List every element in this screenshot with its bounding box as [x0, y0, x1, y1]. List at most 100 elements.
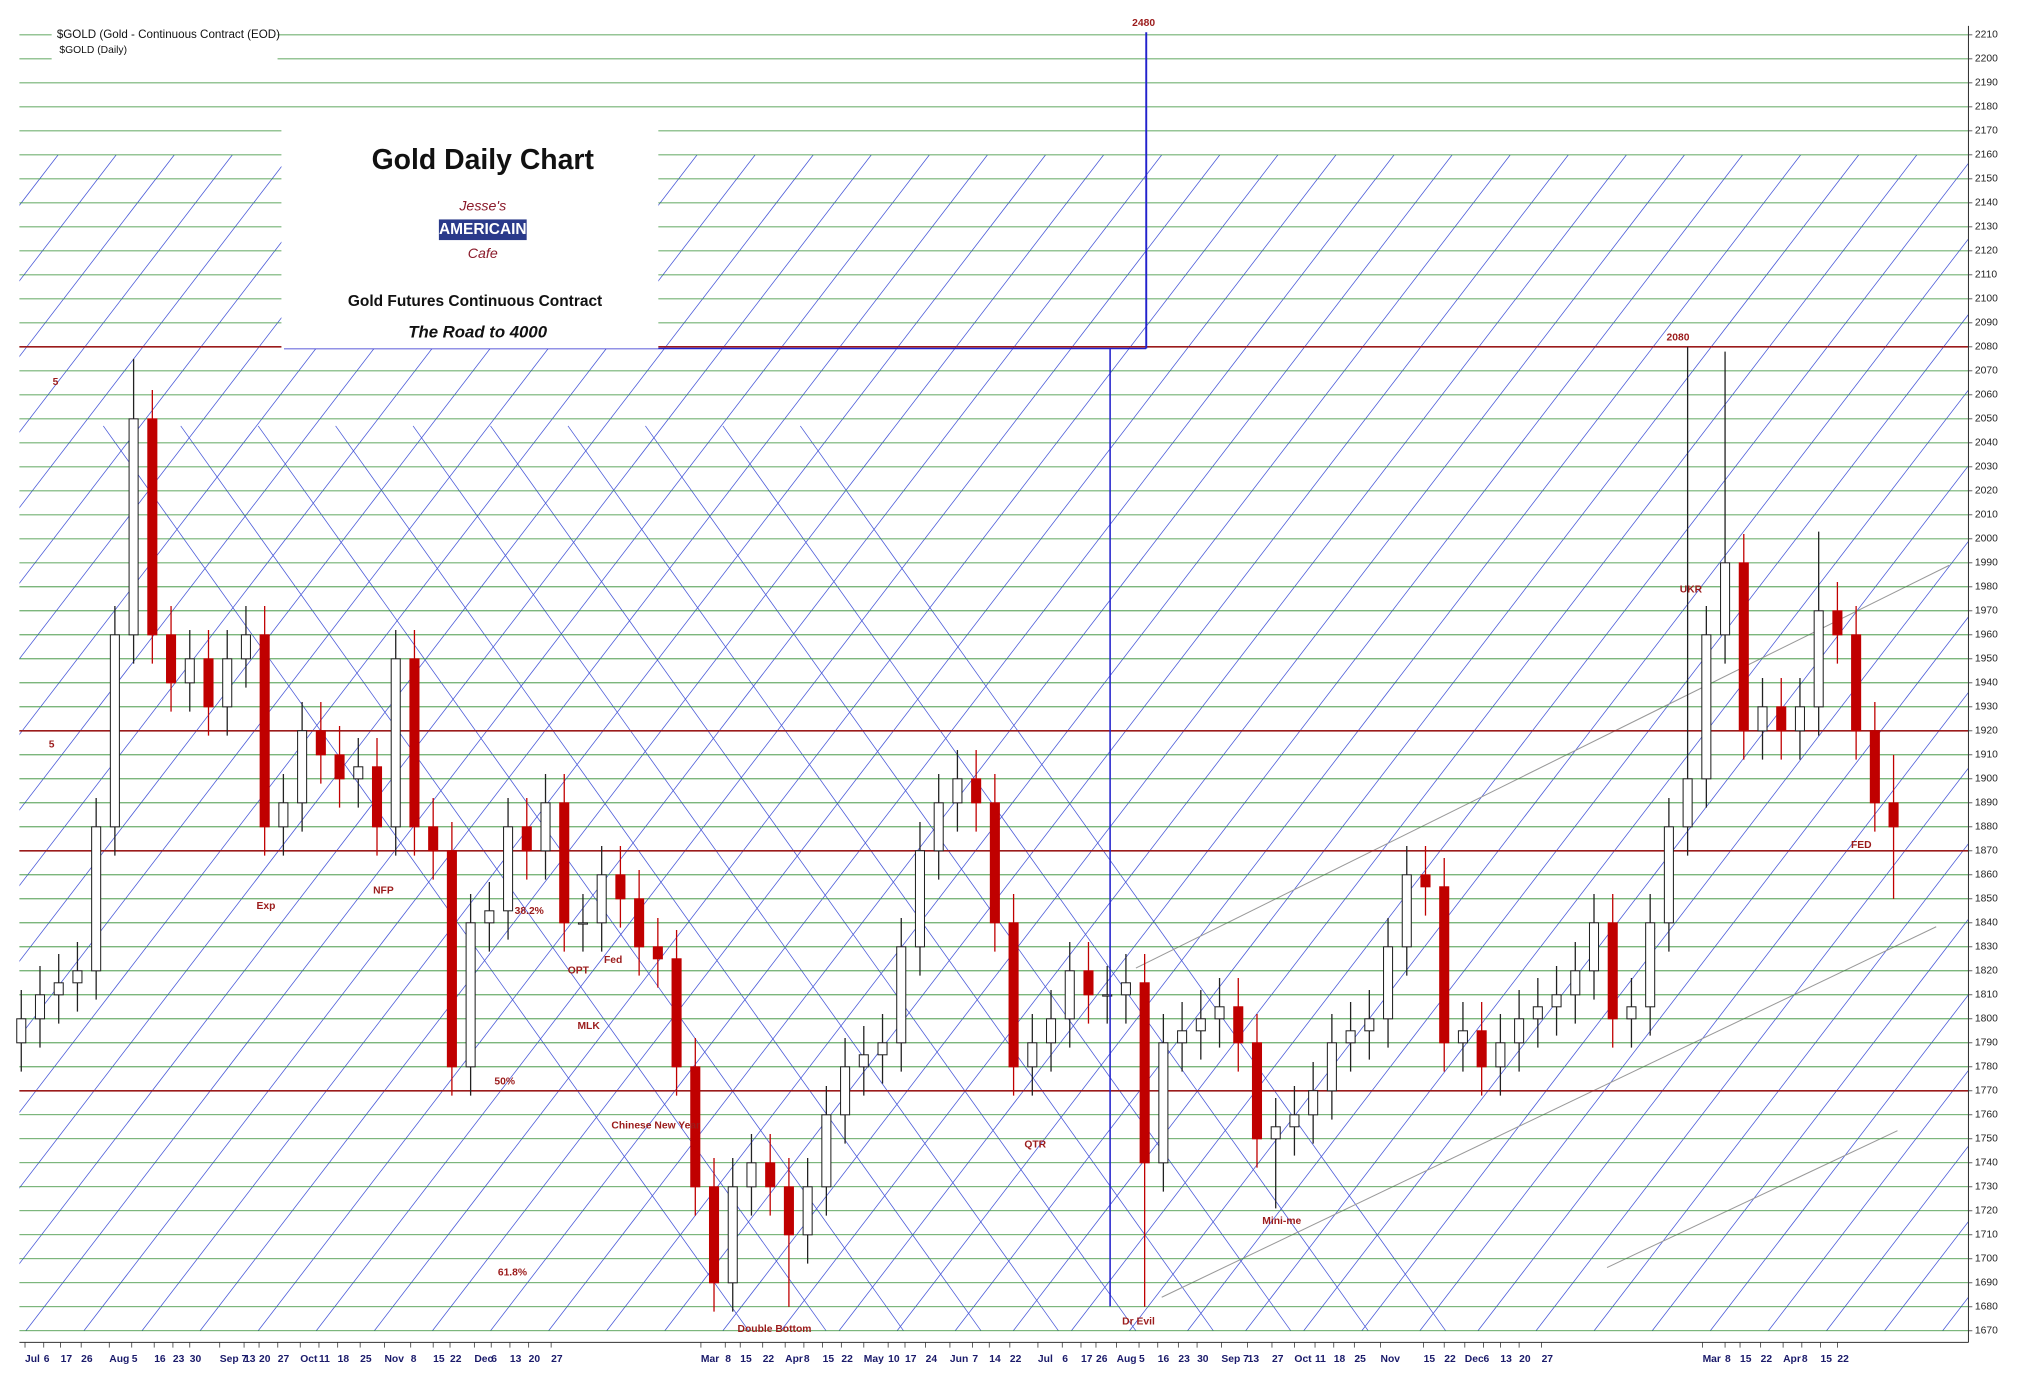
candle-body	[203, 658, 214, 708]
candle-body	[1177, 1030, 1188, 1044]
trend-line	[1593, 842, 1969, 1332]
trend-line	[1361, 540, 1969, 1332]
x-tick-label: 8	[1725, 1354, 1731, 1365]
trend-line	[1651, 918, 1969, 1332]
candle-body	[1083, 970, 1094, 996]
y-tick-label: 1800	[1975, 1014, 1998, 1025]
trend-line	[315, 154, 1221, 1332]
y-tick-label: 1970	[1975, 606, 1998, 617]
x-tick-label: 8	[1802, 1354, 1808, 1365]
x-tick-label: 23	[173, 1354, 185, 1365]
x-tick-label: 8	[411, 1354, 417, 1365]
x-tick-label: 27	[1272, 1354, 1284, 1365]
candle-body	[690, 1066, 701, 1188]
logo-band	[438, 219, 527, 241]
candle-body	[1046, 1018, 1057, 1044]
y-tick-label: 1840	[1975, 918, 1998, 929]
x-tick-label: Oct	[300, 1354, 318, 1365]
x-tick-label: 22	[1761, 1354, 1773, 1365]
x-tick-label: 22	[841, 1354, 853, 1365]
candle-body	[465, 922, 476, 1068]
annotation: 2480	[1132, 18, 1155, 29]
trend-line	[25, 154, 930, 1332]
candle-body	[802, 1186, 813, 1236]
y-tick-label: 1690	[1975, 1278, 1998, 1289]
candle-body	[540, 802, 551, 852]
x-tick-label: 11	[319, 1354, 330, 1365]
header-box	[51, 24, 278, 61]
y-tick-label: 2140	[1975, 198, 1998, 209]
annotation: 5	[49, 739, 55, 750]
x-tick-label: 15	[1821, 1354, 1833, 1365]
trend-line	[780, 154, 1685, 1332]
candle-body	[1251, 1042, 1263, 1140]
candle-body	[390, 658, 401, 828]
trend-line	[954, 154, 1860, 1332]
y-tick-label: 1830	[1975, 942, 1998, 953]
candle-body	[1663, 826, 1674, 924]
x-tick-label: 22	[1444, 1354, 1456, 1365]
y-tick-label: 2180	[1975, 102, 1998, 113]
candle-body	[877, 1042, 888, 1056]
annotations: 38.2% 50% 61.8% Double Bottom Dr Evil 2480 UKR…	[49, 18, 1872, 1335]
x-tick-label: 15	[740, 1354, 752, 1365]
y-tick-label: 2060	[1975, 390, 1998, 401]
candle-body	[1345, 1030, 1356, 1044]
trend-line	[722, 425, 1369, 1332]
logo-text: Jesse's	[458, 198, 506, 214]
x-tick-label: 6	[44, 1354, 50, 1365]
candle-body	[1308, 1090, 1319, 1116]
y-tick-label: 1670	[1975, 1326, 1998, 1337]
x-tick-label: 30	[190, 1354, 202, 1365]
trend-line	[490, 154, 1395, 1332]
candle-body	[53, 982, 64, 996]
candle-body	[1701, 634, 1712, 780]
trend-line	[490, 425, 1137, 1332]
trend-line	[799, 425, 1447, 1332]
candle-body	[783, 1186, 794, 1236]
x-tick-label: 25	[360, 1354, 372, 1365]
x-tick-label: 13	[1248, 1354, 1260, 1365]
candle-body	[1757, 706, 1768, 732]
candle-body	[334, 754, 345, 780]
annotation: OPT	[568, 965, 590, 976]
x-tick-label: 13	[244, 1354, 256, 1365]
trend-line	[19, 154, 872, 1265]
y-tick-label: 2070	[1975, 366, 1998, 377]
x-tick-label: 26	[1096, 1354, 1108, 1365]
logo-text: AMERICAIN	[439, 221, 527, 238]
x-tick-label: 17	[61, 1354, 73, 1365]
candle-body	[259, 634, 270, 828]
annotation: UKR	[1680, 585, 1703, 596]
y-tick-label: 2020	[1975, 486, 1998, 497]
y-tick-label: 2110	[1975, 270, 1997, 281]
candle-body	[1813, 610, 1824, 708]
x-tick-label: Jul	[1038, 1354, 1053, 1365]
annotation: 50%	[494, 1076, 515, 1087]
candle-body	[222, 658, 233, 708]
x-tick-label: 8	[804, 1354, 810, 1365]
candle-body	[765, 1162, 776, 1188]
x-tick-label: 6	[1062, 1354, 1068, 1365]
trend-line	[102, 425, 749, 1332]
y-tick-label: 1870	[1975, 846, 1998, 857]
y-tick-label: 1730	[1975, 1182, 1998, 1193]
candle-body	[1626, 1006, 1637, 1020]
y-tick-label: 1980	[1975, 582, 1998, 593]
x-tick-label: Jun	[950, 1354, 968, 1365]
candle-body	[128, 418, 139, 636]
y-tick-label: 1910	[1975, 750, 1998, 761]
candle-body	[1888, 802, 1899, 828]
y-tick-label: 2000	[1975, 534, 1998, 545]
x-tick-label: 15	[433, 1354, 445, 1365]
header: $GOLD (Gold - Continuous Contract (EOD)	[57, 28, 280, 41]
x-tick-label: 30	[1197, 1354, 1209, 1365]
candle-body	[896, 946, 907, 1044]
trend-line	[1161, 926, 1937, 1298]
annotation: NFP	[373, 885, 394, 896]
y-tick-label: 1930	[1975, 702, 1998, 713]
candle-body	[1289, 1114, 1300, 1128]
y-tick-label: 1900	[1975, 774, 1998, 785]
subheader: $GOLD (Daily)	[59, 45, 127, 56]
